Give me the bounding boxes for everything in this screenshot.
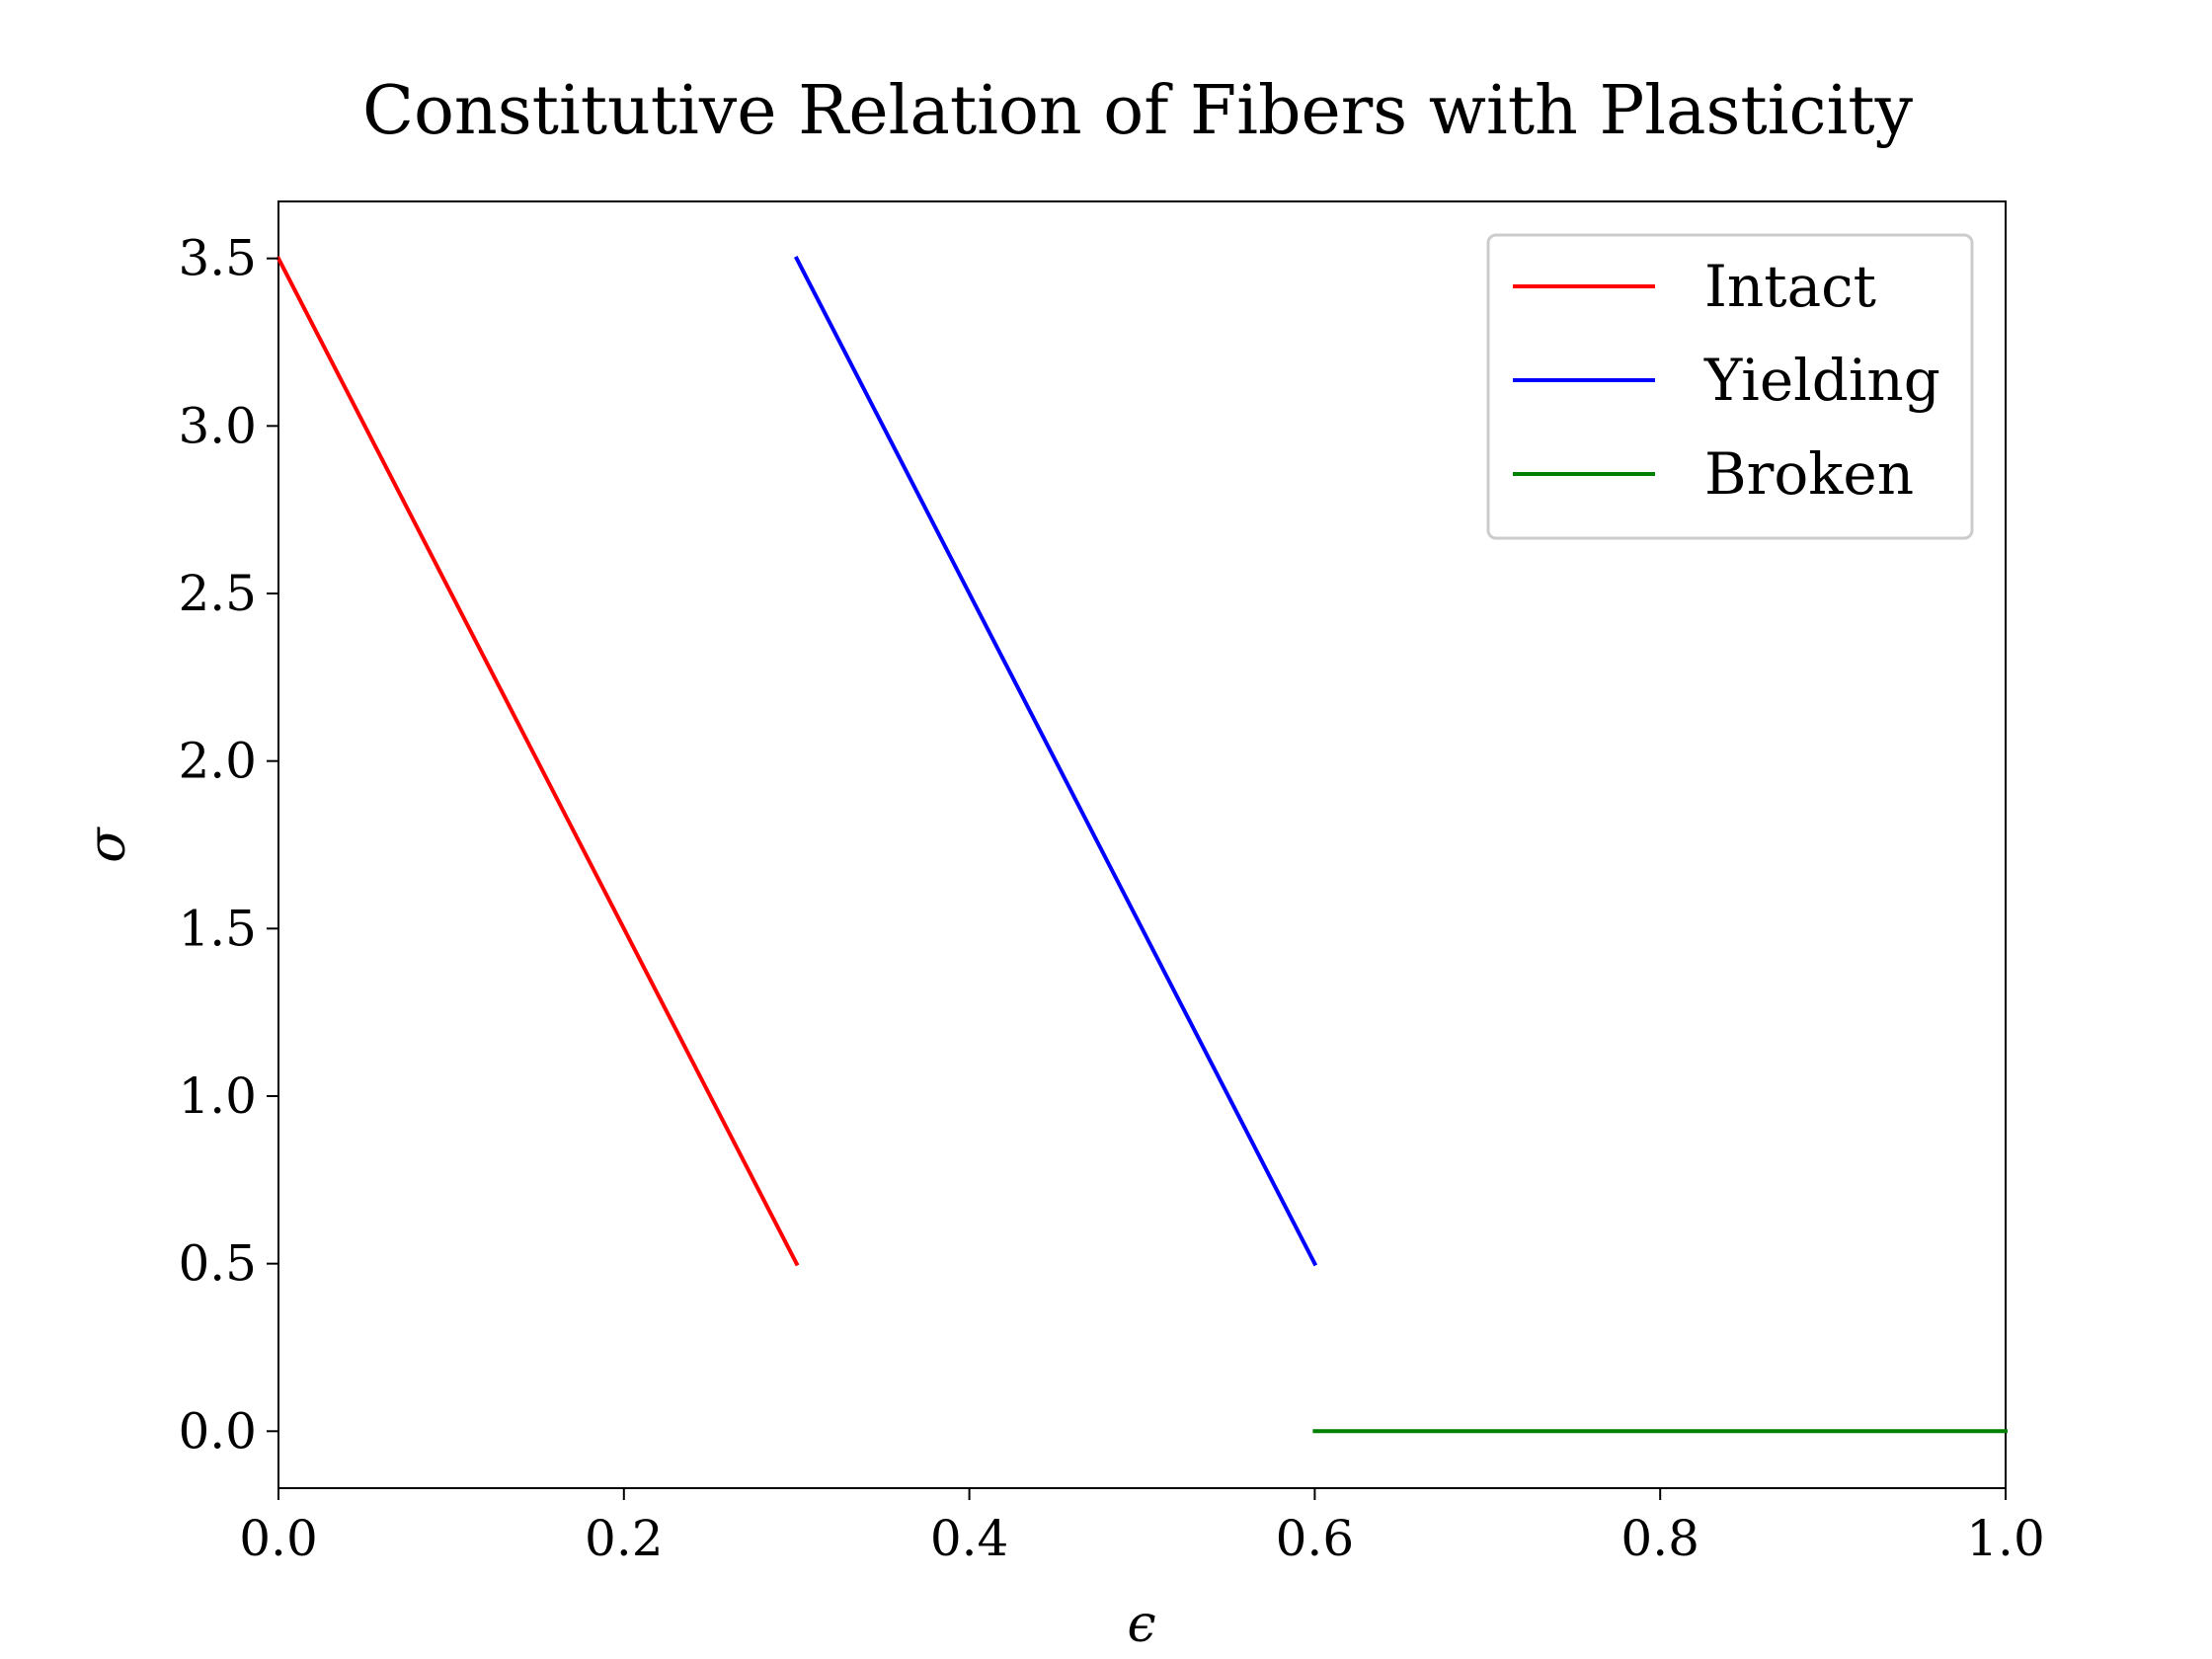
legend-frame: [1486, 233, 1974, 540]
legend: Intact Yielding Broken: [1486, 233, 1974, 540]
axes-frame: [277, 200, 2007, 1489]
y-tick-label: 0.0: [178, 1402, 257, 1460]
legend-items: Intact Yielding Broken: [1513, 253, 1940, 508]
x-tick-label: 0.8: [1620, 1510, 1699, 1567]
legend-item-intact: Intact: [1513, 253, 1876, 320]
legend-label: Yielding: [1703, 347, 1940, 414]
series-layer: [276, 256, 2008, 1434]
legend-label: Intact: [1704, 253, 1876, 320]
y-tick-label: 3.0: [178, 397, 257, 454]
x-tick-label: 1.0: [1966, 1510, 2045, 1567]
x-tick-label: 0.0: [239, 1510, 318, 1567]
x-tick-label: 0.4: [930, 1510, 1009, 1567]
legend-item-yielding: Yielding: [1513, 347, 1940, 414]
x-tick-label: 0.6: [1276, 1510, 1355, 1567]
plot-area: 0.0 0.2 0.4 0.6 0.8 1.0 0.0 0.5 1.0 1.5 2.0 2.5 3.0…: [178, 200, 2045, 1567]
x-axis-label: ϵ: [1127, 1595, 1155, 1654]
y-tick-label: 2.5: [178, 565, 257, 622]
legend-item-broken: Broken: [1513, 440, 1914, 508]
y-axis-ticks: 0.0 0.5 1.0 1.5 2.0 2.5 3.0 3.5: [178, 230, 278, 1460]
chart-title: Constitutive Relation of Fibers with Pla…: [362, 72, 1914, 150]
series-line-intact: [276, 256, 800, 1267]
y-tick-label: 3.5: [178, 230, 257, 287]
y-axis-label: σ: [78, 827, 137, 863]
legend-label: Broken: [1704, 440, 1914, 508]
series-line-yielding: [794, 256, 1318, 1267]
y-tick-label: 1.5: [178, 900, 257, 957]
y-tick-label: 1.0: [178, 1067, 257, 1125]
x-axis-ticks: 0.0 0.2 0.4 0.6 0.8 1.0: [239, 1488, 2045, 1567]
x-tick-label: 0.2: [585, 1510, 664, 1567]
y-tick-label: 0.5: [178, 1235, 257, 1293]
y-tick-label: 2.0: [178, 733, 257, 790]
